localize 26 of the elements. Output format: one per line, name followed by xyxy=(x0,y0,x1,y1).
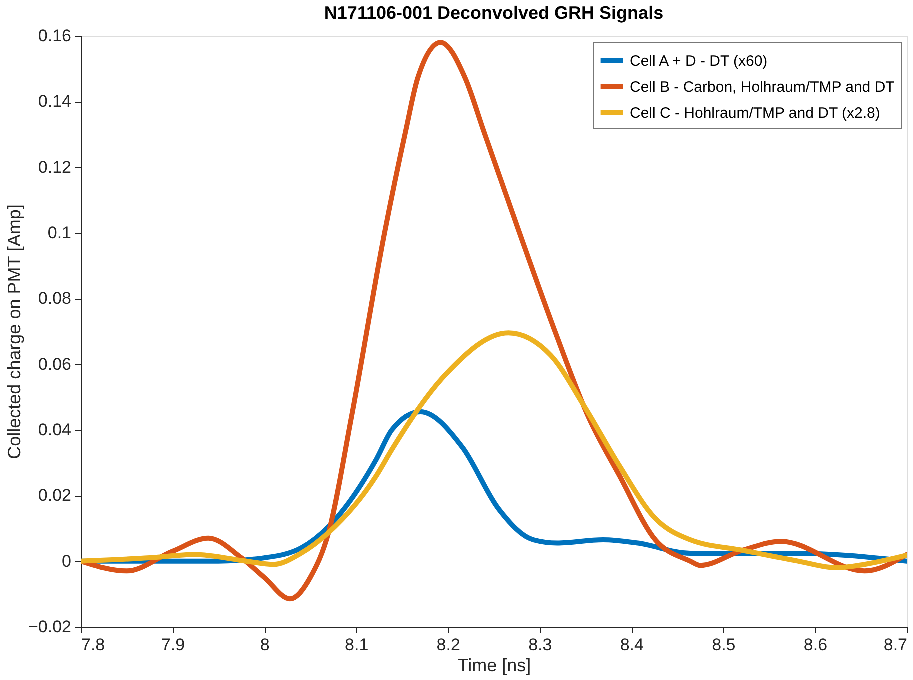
x-tick-label: 7.9 xyxy=(161,636,186,654)
y-tick-label: 0.08 xyxy=(38,289,72,308)
y-tick-label: 0 xyxy=(62,552,72,571)
y-tick-label: 0.14 xyxy=(38,92,72,112)
y-tick-label: −0.02 xyxy=(28,618,72,636)
y-tick-label: 0.06 xyxy=(38,354,72,374)
x-tick-label: 8.7 xyxy=(884,636,908,654)
x-tick-label: 8.1 xyxy=(345,636,369,654)
x-tick-label: 8 xyxy=(260,636,270,654)
y-tick-label: 0.1 xyxy=(48,224,72,242)
y-tick-label: 0.12 xyxy=(38,158,72,177)
x-tick-label: 8.4 xyxy=(620,636,644,654)
y-axis-title: Collected charge on PMT [Amp] xyxy=(4,204,24,460)
legend-label: Cell C - Hohlraum/TMP and DT (x2.8) xyxy=(630,105,880,122)
x-tick-label: 7.8 xyxy=(82,636,106,654)
y-tick-label: 0.04 xyxy=(38,420,72,440)
chart-title: N171106-001 Deconvolved GRH Signals xyxy=(324,3,664,23)
legend-label: Cell B - Carbon, Holhraum/TMP and DT xyxy=(630,79,895,96)
x-tick-label: 8.2 xyxy=(436,636,460,654)
legend-label: Cell A + D - DT (x60) xyxy=(630,53,768,70)
x-tick-label: 8.6 xyxy=(804,636,828,654)
x-tick-label: 8.5 xyxy=(712,636,736,654)
y-tick-label: 0.16 xyxy=(38,26,72,46)
x-axis-title: Time [ns] xyxy=(458,656,532,676)
y-tick-label: 0.02 xyxy=(38,486,72,506)
x-tick-label: 8.3 xyxy=(528,636,552,654)
